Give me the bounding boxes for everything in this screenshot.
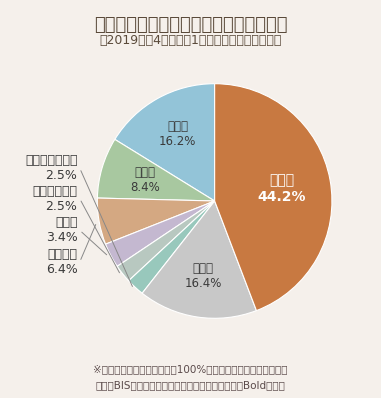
Text: （2019年の4月の月間1日あたりの平均取引高）: （2019年の4月の月間1日あたりの平均取引高） (99, 34, 282, 47)
Wedge shape (215, 84, 332, 310)
Wedge shape (115, 84, 215, 201)
Text: ※四捨五入の関係で、合計が100%とならない場合があります。: ※四捨五入の関係で、合計が100%とならない場合があります。 (93, 364, 288, 374)
Wedge shape (142, 201, 256, 318)
Wedge shape (117, 201, 215, 281)
Text: ユーロ
16.2%: ユーロ 16.2% (159, 121, 196, 148)
Wedge shape (98, 139, 215, 201)
Wedge shape (106, 201, 215, 266)
Text: その他
16.4%: その他 16.4% (184, 262, 222, 291)
Text: 米ドル
44.2%: 米ドル 44.2% (257, 174, 306, 204)
Text: 出所：BIS（国際決済銀行）のデータを基に（株）Boldが作成: 出所：BIS（国際決済銀行）のデータを基に（株）Boldが作成 (96, 380, 285, 390)
Text: 英ポンド
6.4%: 英ポンド 6.4% (46, 248, 77, 276)
Text: カナダ・ドル
2.5%: カナダ・ドル 2.5% (32, 185, 77, 213)
Text: スイス・フラン
2.5%: スイス・フラン 2.5% (25, 154, 77, 182)
Text: 豪ドル
3.4%: 豪ドル 3.4% (46, 217, 77, 244)
Wedge shape (97, 198, 215, 244)
Text: 日本円
8.4%: 日本円 8.4% (130, 166, 160, 194)
Text: 為替市場における通貨別取引高のシェア: 為替市場における通貨別取引高のシェア (94, 16, 287, 34)
Wedge shape (129, 201, 215, 293)
